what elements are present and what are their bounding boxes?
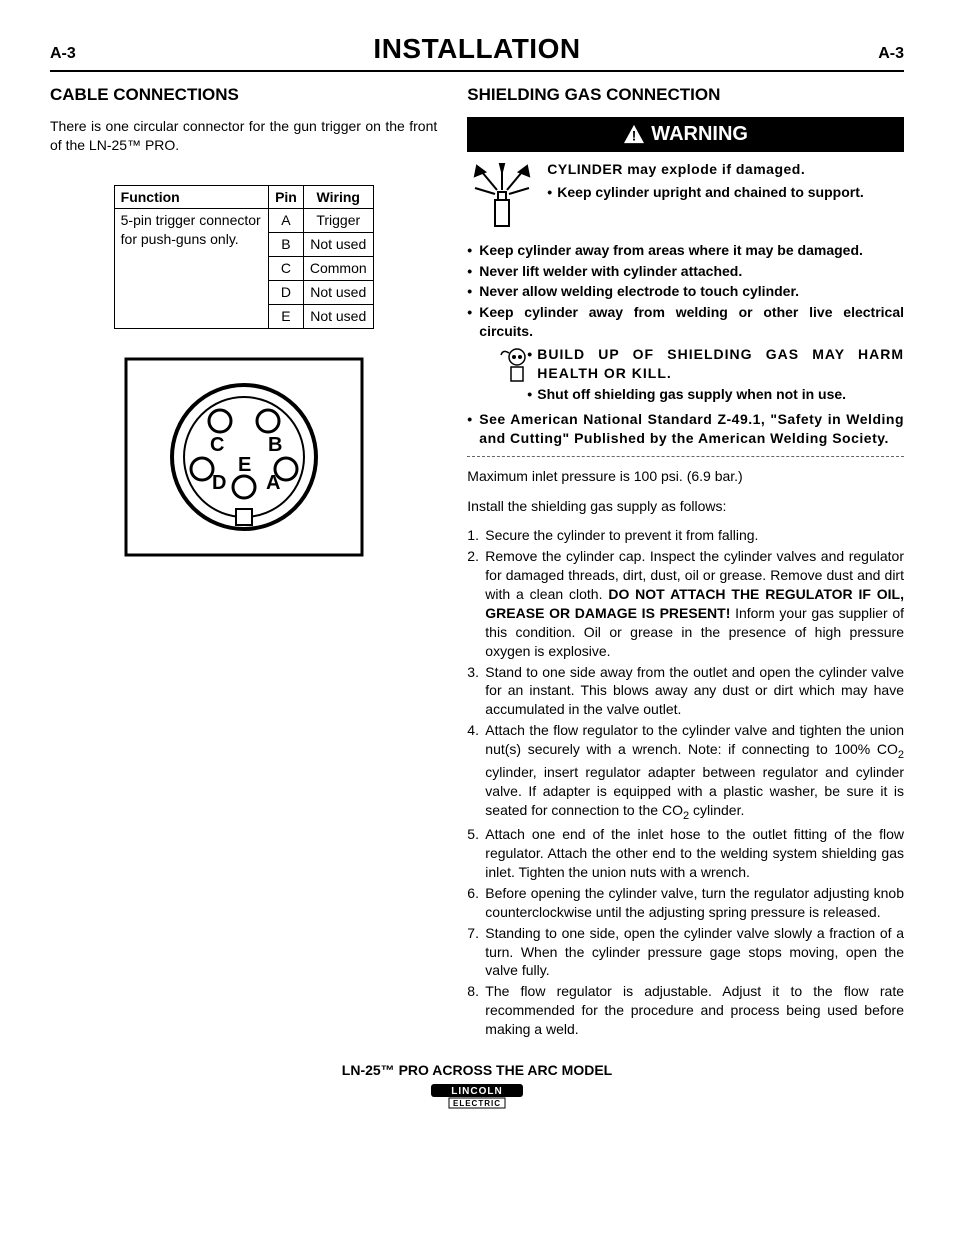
warning-triangle-icon: ! [623,124,645,144]
warning-bullet: Keep cylinder away from areas where it m… [467,241,904,260]
pin-cell: E [269,304,304,328]
section-divider [467,456,904,457]
svg-text:ELECTRIC: ELECTRIC [453,1099,501,1108]
content-columns: CABLE CONNECTIONS There is one circular … [50,84,904,1041]
step-item: Stand to one side away from the outlet a… [467,663,904,720]
page-title: INSTALLATION [110,30,844,68]
cylinder-explode-icon [467,160,537,235]
table-header-row: Function Pin Wiring [114,185,373,209]
step-item: Attach one end of the inlet hose to the … [467,825,904,882]
step-item: Attach the flow regulator to the cylinde… [467,721,904,823]
pin-label-e: E [238,454,251,476]
page-number-right: A-3 [844,43,904,65]
step-item: Secure the cylinder to prevent it from f… [467,526,904,545]
wiring-cell: Common [303,257,373,281]
cable-connections-heading: CABLE CONNECTIONS [50,84,437,107]
cylinder-warning-heading: CYLINDER may explode if damaged. [547,160,904,179]
footer-model-text: LN-25™ PRO ACROSS THE ARC MODEL [50,1061,904,1080]
page-number-left: A-3 [50,43,110,65]
warning-bullet: Keep cylinder away from welding or other… [467,303,904,341]
step-item: Remove the cylinder cap. Inspect the cyl… [467,547,904,660]
pin-label-d: D [212,472,226,494]
gas-warning-block: BUILD UP OF SHIELDING GAS MAY HARM HEALT… [467,345,904,406]
pin-cell: B [269,233,304,257]
standard-reference: See American National Standard Z-49.1, "… [467,410,904,448]
warning-banner: ! WARNING [467,117,904,152]
function-cell: 5-pin trigger connector for push-guns on… [114,209,268,328]
wiring-cell: Trigger [303,209,373,233]
left-column: CABLE CONNECTIONS There is one circular … [50,84,437,1041]
step-item: The flow regulator is adjustable. Adjust… [467,982,904,1039]
pin-wiring-table: Function Pin Wiring 5-pin trigger connec… [114,185,374,329]
main-warning-list: Keep cylinder away from areas where it m… [467,241,904,341]
step-item: Standing to one side, open the cylinder … [467,924,904,981]
cylinder-warning-text: CYLINDER may explode if damaged. Keep cy… [547,160,904,235]
install-intro-text: Install the shielding gas supply as foll… [467,497,904,516]
installation-steps: Secure the cylinder to prevent it from f… [467,526,904,1039]
lincoln-electric-logo: LINCOLN ELECTRIC [427,1082,527,1110]
shielding-gas-heading: SHIELDING GAS CONNECTION [467,84,904,107]
wiring-cell: Not used [303,281,373,305]
warning-bullet: Shut off shielding gas supply when not i… [527,385,904,404]
gas-warning-heading: BUILD UP OF SHIELDING GAS MAY HARM HEALT… [527,345,904,383]
pin-cell: A [269,209,304,233]
wiring-cell: Not used [303,233,373,257]
svg-text:!: ! [632,129,637,144]
cable-intro-text: There is one circular connector for the … [50,117,437,155]
col-pin: Pin [269,185,304,209]
col-function: Function [114,185,268,209]
page-header: A-3 INSTALLATION A-3 [50,30,904,72]
col-wiring: Wiring [303,185,373,209]
warning-bullet: Never allow welding electrode to touch c… [467,282,904,301]
table-row: 5-pin trigger connector for push-guns on… [114,209,373,233]
standard-ref-list: See American National Standard Z-49.1, "… [467,410,904,448]
svg-text:LINCOLN: LINCOLN [451,1086,502,1097]
wiring-cell: Not used [303,304,373,328]
right-column: SHIELDING GAS CONNECTION ! WARNING [467,84,904,1041]
gas-mask-icon [467,345,517,406]
warning-bullet: Keep cylinder upright and chained to sup… [547,183,904,202]
connector-diagram: C B D A E [124,357,364,557]
pin-label-a: A [266,472,280,494]
page-footer: LN-25™ PRO ACROSS THE ARC MODEL LINCOLN … [50,1061,904,1110]
pin-cell: C [269,257,304,281]
step-item: Before opening the cylinder valve, turn … [467,884,904,922]
max-pressure-text: Maximum inlet pressure is 100 psi. (6.9 … [467,467,904,486]
cylinder-warning-block: CYLINDER may explode if damaged. Keep cy… [467,160,904,235]
pin-label-b: B [268,434,282,456]
pin-label-c: C [210,434,224,456]
warning-bullet: Never lift welder with cylinder attached… [467,262,904,281]
gas-warning-text: BUILD UP OF SHIELDING GAS MAY HARM HEALT… [527,345,904,406]
pin-cell: D [269,281,304,305]
warning-label: WARNING [651,121,748,148]
